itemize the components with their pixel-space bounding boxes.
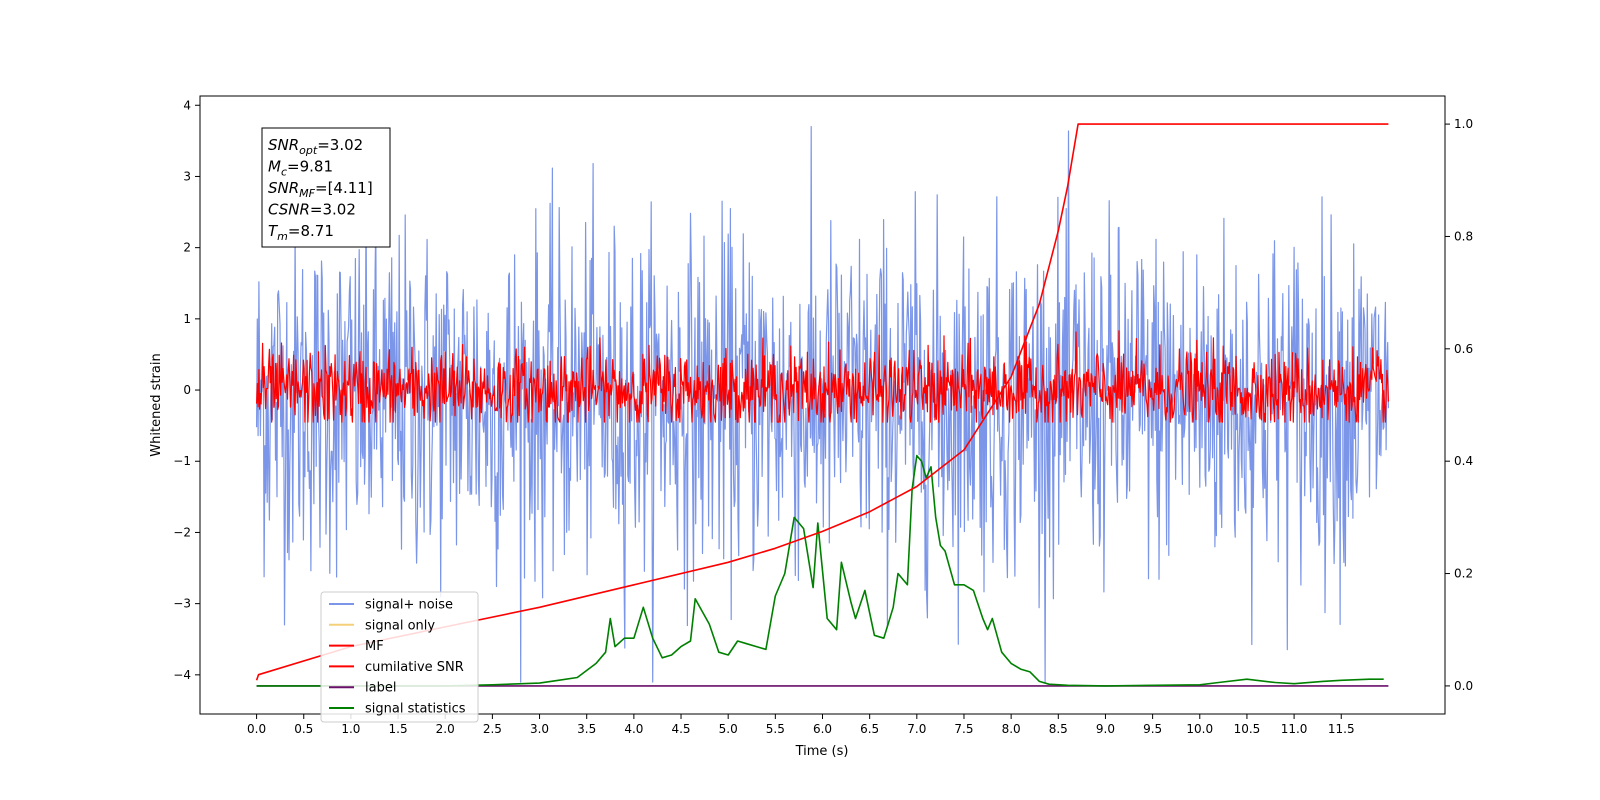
y-axis-label-left: Whitened strain [149, 353, 164, 456]
legend-entry-label: signal+ noise [365, 598, 453, 613]
x-tick-label: 10.0 [1186, 722, 1213, 736]
y-tick-label-left: −1 [173, 454, 191, 468]
x-tick-label: 7.0 [907, 722, 926, 736]
x-tick-label: 3.0 [530, 722, 549, 736]
x-tick-label: 11.5 [1328, 722, 1355, 736]
x-tick-label: 9.0 [1096, 722, 1115, 736]
y-tick-label-right: 0.0 [1454, 679, 1473, 693]
y-tick-label-left: −3 [173, 597, 191, 611]
x-tick-label: 11.0 [1281, 722, 1308, 736]
y-tick-label-left: 2 [183, 241, 191, 255]
x-tick-label: 2.5 [483, 722, 502, 736]
y-tick-label-right: 0.4 [1454, 454, 1473, 468]
x-tick-label: 10.5 [1234, 722, 1261, 736]
series-line-signal-noise [256, 126, 1389, 683]
x-tick-label: 5.5 [766, 722, 785, 736]
info-box-frame [261, 127, 391, 248]
x-tick-label: 0.5 [294, 722, 313, 736]
x-tick-label: 0.0 [247, 722, 266, 736]
info-box-line: CSNR=3.02 [268, 201, 356, 219]
x-tick-label: 5.0 [719, 722, 738, 736]
info-box-line: SNRopt=3.02 [268, 136, 363, 157]
x-tick-label: 8.5 [1049, 722, 1068, 736]
legend-entry-label: cumilative SNR [365, 660, 464, 675]
x-tick-label: 9.5 [1143, 722, 1162, 736]
series-line-signal-statistics [256, 454, 1384, 687]
info-box-line: Mc=9.81 [268, 158, 333, 179]
legend: signal+ noise signal only MF cumilative SNR… [320, 591, 479, 723]
y-tick-label-left: −4 [173, 668, 191, 682]
legend-entry-label: signal only [365, 618, 435, 633]
series-line-mf [256, 330, 1389, 423]
y-tick-label-left: 3 [183, 169, 191, 183]
y-tick-label-right: 0.8 [1454, 229, 1473, 243]
x-tick-label: 8.0 [1002, 722, 1021, 736]
y-tick-label-left: −2 [173, 525, 191, 539]
x-tick-label: 4.0 [624, 722, 643, 736]
y-tick-label-left: 0 [183, 383, 191, 397]
x-tick-label: 6.5 [860, 722, 879, 736]
y-tick-label-left: 4 [183, 98, 191, 112]
x-tick-label: 4.5 [671, 722, 690, 736]
x-axis-label: Time (s) [795, 744, 849, 759]
x-tick-label: 1.0 [341, 722, 360, 736]
legend-entry-label: label [365, 681, 396, 696]
x-tick-label: 2.0 [436, 722, 455, 736]
legend-frame [320, 591, 479, 723]
y-axis-left: 4 3 2 1 0 −1 −2 −3 −4 [173, 98, 200, 682]
info-box-line: Tm=8.71 [268, 222, 334, 243]
legend-entry-label: MF [365, 639, 384, 654]
x-axis: 0.0 0.5 1.0 1.5 2.0 2.5 3.0 3.5 4.0 4.5 5.0 5.5 6.0 6… [247, 714, 1355, 736]
info-box-line: SNRMF=[4.11] [268, 179, 373, 200]
y-tick-label-right: 1.0 [1454, 117, 1473, 131]
x-tick-label: 3.5 [577, 722, 596, 736]
x-tick-label: 7.5 [954, 722, 973, 736]
legend-entry-label: signal statistics [365, 702, 466, 717]
y-axis-right: 1.0 0.8 0.6 0.4 0.2 0.0 [1445, 117, 1473, 693]
y-tick-label-right: 0.2 [1454, 567, 1473, 581]
x-tick-label: 6.0 [813, 722, 832, 736]
x-tick-label: 1.5 [389, 722, 408, 736]
y-tick-label-right: 0.6 [1454, 342, 1473, 356]
y-tick-label-left: 1 [183, 312, 191, 326]
